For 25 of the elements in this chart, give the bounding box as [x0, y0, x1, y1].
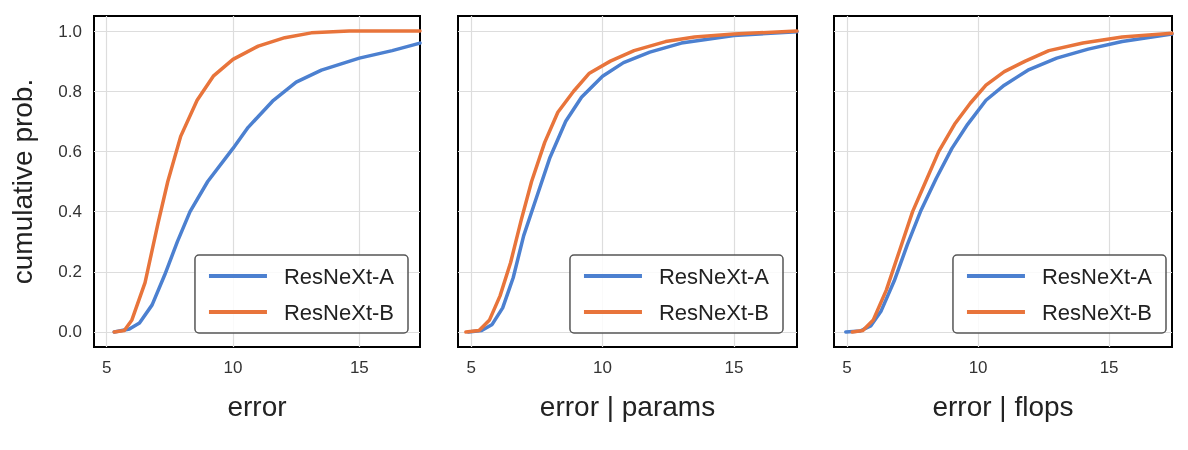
legend-label: ResNeXt-B	[283, 299, 395, 325]
y-tick-label: 0.2	[58, 262, 82, 282]
x-axis-title: error	[227, 390, 287, 422]
x-tick-label: 15	[724, 358, 744, 377]
x-tick-label: 15	[1099, 358, 1119, 377]
x-tick-label: 10	[593, 358, 612, 377]
legend-label: ResNeXt-A	[1041, 263, 1153, 289]
x-tick-label: 5	[842, 358, 852, 377]
y-tick-label: 0.4	[58, 202, 82, 222]
x-axis-title: error | flops	[932, 390, 1074, 422]
x-tick-label: 15	[349, 358, 369, 377]
y-tick-label: 0.0	[58, 322, 82, 342]
legend-label: ResNeXt-B	[658, 299, 770, 325]
x-tick-label: 10	[223, 358, 243, 377]
y-tick-label: 0.8	[58, 81, 82, 101]
y-axis-title: cumulative prob.	[6, 78, 38, 285]
x-tick-label: 5	[466, 358, 476, 377]
legend-label: ResNeXt-A	[283, 263, 395, 289]
x-tick-label: 10	[968, 358, 988, 377]
legend-label: ResNeXt-B	[1041, 299, 1153, 325]
x-axis-title: error | params	[539, 390, 716, 422]
legend-label: ResNeXt-A	[658, 263, 770, 289]
x-tick-label: 5	[101, 358, 112, 377]
y-tick-label: 1.0	[58, 21, 82, 41]
y-tick-label: 0.6	[58, 141, 82, 161]
